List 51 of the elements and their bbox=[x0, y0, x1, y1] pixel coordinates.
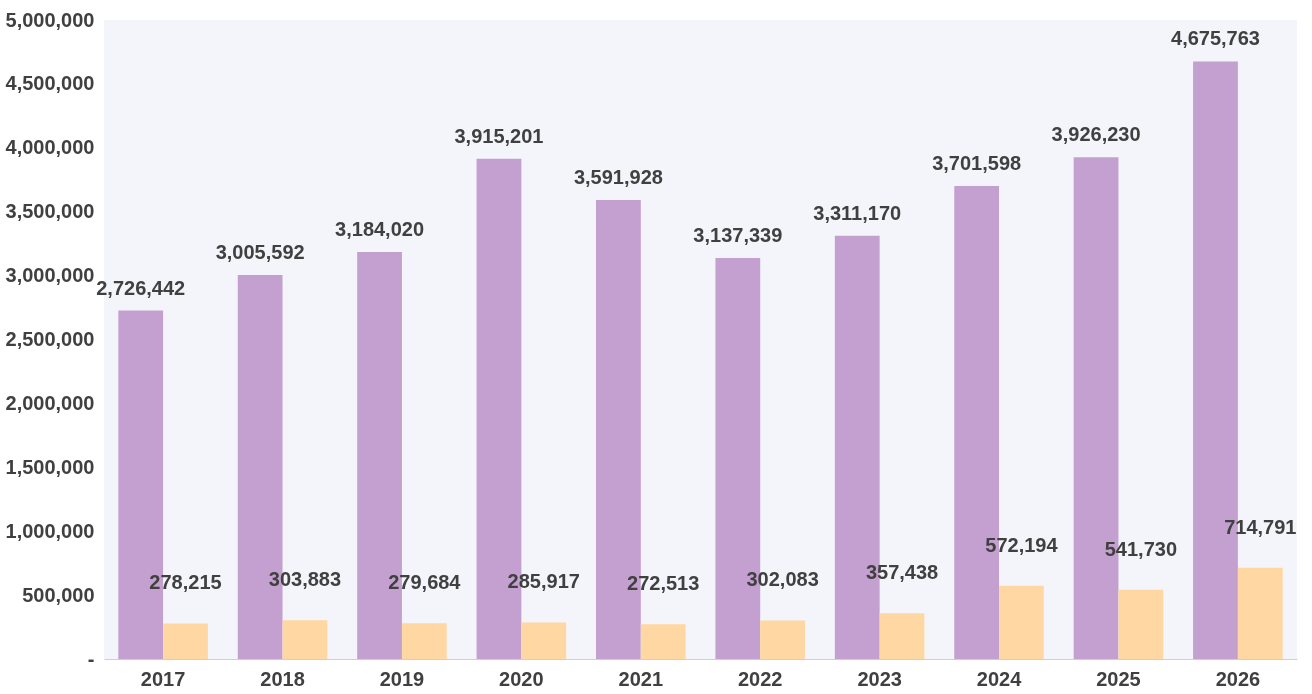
data-label: 3,915,201 bbox=[454, 124, 544, 147]
y-tick-label: 3,500,000 bbox=[5, 200, 95, 223]
data-label: 302,083 bbox=[746, 568, 819, 591]
data-label: 278,215 bbox=[149, 571, 222, 594]
x-tick-label: 2024 bbox=[976, 667, 1023, 690]
x-tick-label: 2023 bbox=[857, 667, 902, 690]
x-tick-label: 2019 bbox=[379, 667, 425, 690]
y-tick-label: 2,000,000 bbox=[5, 391, 95, 414]
y-tick-label: 5,000,000 bbox=[5, 8, 95, 31]
data-label: 3,137,339 bbox=[693, 224, 783, 247]
data-label: 2,726,442 bbox=[96, 276, 186, 299]
data-label: 3,926,230 bbox=[1051, 123, 1141, 146]
data-label: 303,883 bbox=[268, 568, 342, 591]
data-label: 3,701,598 bbox=[932, 151, 1022, 174]
bar bbox=[999, 585, 1044, 659]
bar bbox=[282, 620, 328, 659]
data-label: 3,005,592 bbox=[215, 240, 305, 263]
bar bbox=[163, 623, 208, 659]
y-tick-label: - bbox=[87, 647, 95, 670]
data-label: 285,917 bbox=[507, 570, 580, 593]
y-tick-label: 1,000,000 bbox=[5, 519, 95, 542]
bar bbox=[879, 613, 925, 659]
bar bbox=[521, 622, 567, 659]
data-label: 3,184,020 bbox=[335, 218, 425, 241]
x-tick-label: 2017 bbox=[140, 667, 186, 690]
data-label: 279,684 bbox=[388, 571, 462, 594]
data-label: 357,438 bbox=[865, 561, 939, 584]
x-tick-label: 2018 bbox=[260, 667, 305, 690]
bar bbox=[1237, 567, 1283, 659]
x-tick-label: 2022 bbox=[737, 667, 783, 690]
x-tick-label: 2026 bbox=[1215, 667, 1261, 690]
y-tick-label: 4,000,000 bbox=[5, 136, 95, 159]
y-tick-label: 500,000 bbox=[22, 583, 95, 606]
data-label: 541,730 bbox=[1104, 537, 1178, 560]
x-tick-label: 2021 bbox=[618, 667, 664, 690]
data-label: 4,675,763 bbox=[1171, 27, 1260, 50]
data-label: 3,591,928 bbox=[573, 165, 663, 188]
data-label: 3,311,170 bbox=[813, 201, 902, 224]
bar bbox=[1118, 589, 1164, 659]
y-tick-label: 1,500,000 bbox=[5, 455, 95, 478]
data-label: 714,791 bbox=[1224, 515, 1297, 538]
data-label: 572,194 bbox=[985, 533, 1059, 556]
y-tick-label: 4,500,000 bbox=[5, 72, 95, 95]
data-label: 272,513 bbox=[627, 572, 700, 595]
bar bbox=[401, 623, 447, 659]
y-tick-label: 3,000,000 bbox=[5, 264, 95, 287]
bar bbox=[760, 620, 805, 659]
x-tick-label: 2025 bbox=[1096, 667, 1141, 690]
x-tick-label: 2020 bbox=[499, 667, 544, 690]
y-tick-label: 2,500,000 bbox=[5, 328, 95, 350]
bar bbox=[640, 624, 686, 659]
